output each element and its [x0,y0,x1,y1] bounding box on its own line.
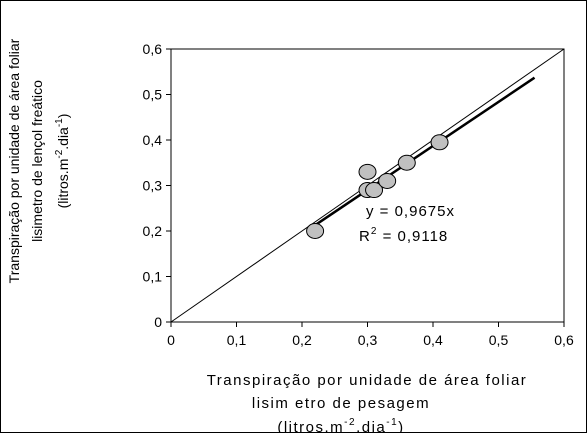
axes [166,48,565,327]
svg-text:Transpiração por unidade de ár: Transpiração por unidade de área foliar [6,38,22,283]
y-tick-label: 0,5 [143,87,163,103]
x-tick-label: 0,5 [489,332,509,348]
y-tick-labels: 0 0,1 0,2 0,3 0,4 0,5 0,6 [143,41,163,330]
data-point [430,134,449,151]
y-tick-label: 0,3 [143,178,163,194]
y-tick-label: 0,1 [143,269,163,285]
x-tick-label: 0,3 [358,332,378,348]
y-tick-label: 0,6 [143,41,163,57]
x-tick-label: 0,4 [423,332,443,348]
regression-line [314,76,536,227]
y-axis-title-line-1: Transpiração por unidade de área foliar [6,38,22,283]
data-point [306,223,325,239]
y-axis-title: Transpiração por unidade de área foliar … [6,38,71,283]
data-point [378,172,397,189]
x-tick-label: 0,2 [292,332,312,348]
y-axis-title-line-3: (litros.m-2.dia-1) [54,114,71,209]
y-axis-title-line-2: lisimetro de lençol freático [29,80,45,242]
y-tick-label: 0,2 [143,223,163,239]
y-tick-label: 0,4 [143,132,163,148]
x-tick-label: 0,1 [227,332,247,348]
data-point [397,154,416,171]
data-point [365,182,384,199]
y-tick-label: 0 [154,314,162,330]
x-axis-title-line-3: (litros.m-2.dia-1) [277,417,404,432]
data-point [358,163,377,180]
x-tick-label: 0 [167,332,175,348]
r-squared-label: R2 = 0,9118 [359,226,448,245]
data-points [306,134,449,239]
x-tick-label: 0,6 [554,332,574,348]
x-tick-labels: 0 0,1 0,2 0,3 0,4 0,5 0,6 [167,332,574,348]
regression-equation: y = 0,9675x [366,203,455,220]
x-axis-title-line-2: lisim etro de pesagem [252,395,430,412]
x-axis-title-line-1: Transpiração por unidade de área foliar [207,372,528,389]
svg-text:lisimetro de lençol freático: lisimetro de lençol freático [29,80,45,242]
